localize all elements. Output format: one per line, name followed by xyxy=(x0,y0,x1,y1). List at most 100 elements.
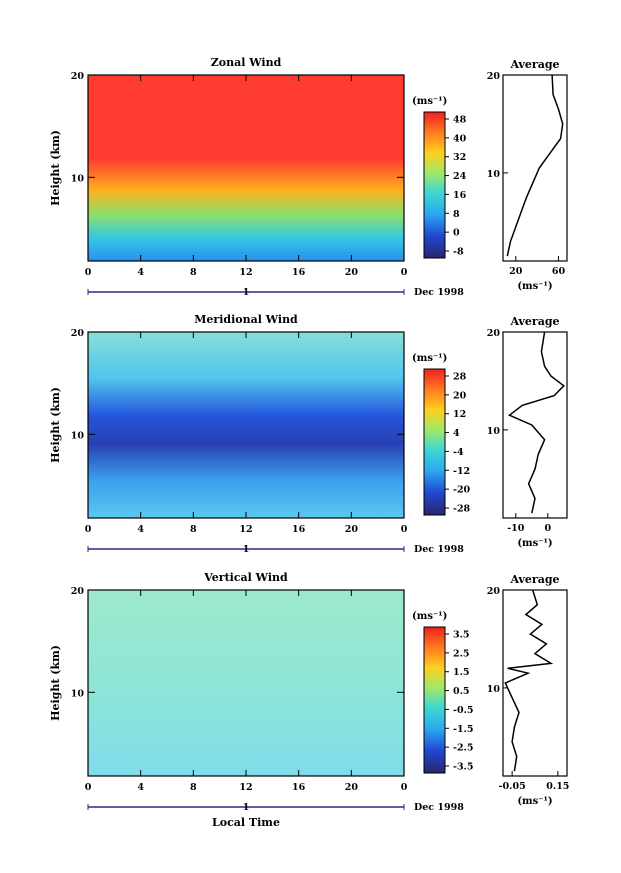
colorbar-unit: (ms⁻¹) xyxy=(412,353,447,364)
profile-title: Average xyxy=(509,58,559,71)
x-tick-label: 16 xyxy=(292,524,306,535)
panel-title: Vertical Wind xyxy=(203,571,288,584)
colorbar-tick-label: -0.5 xyxy=(453,705,473,716)
date-marker: 1 xyxy=(243,287,250,298)
colorbar-tick-label: 3.5 xyxy=(453,630,470,641)
profile-line xyxy=(507,331,565,514)
profile-frame xyxy=(502,74,568,262)
colorbar-tick-label: 32 xyxy=(453,152,466,163)
x-tick-label: 20 xyxy=(345,524,359,535)
profile-unit: (ms⁻¹) xyxy=(517,281,552,292)
y-tick-label: 10 xyxy=(71,173,85,184)
x-tick-label: 16 xyxy=(292,782,306,793)
colorbar-tick-label: -20 xyxy=(453,485,471,496)
x-tick-label: 0 xyxy=(401,267,408,278)
profile-y-tick-label: 20 xyxy=(487,328,501,339)
profile-y-tick-label: 10 xyxy=(487,684,501,695)
x-tick-label: 20 xyxy=(345,782,359,793)
profile-y-tick-label: 20 xyxy=(487,586,501,597)
profile-y-tick-label: 20 xyxy=(487,71,501,82)
x-tick-label: 0 xyxy=(85,782,92,793)
colorbar-tick-label: 8 xyxy=(453,209,460,220)
colorbar-tick-label: -28 xyxy=(453,504,471,515)
wind-panel-3: Vertical Wind 0 4 8 12 16 20 0 20 10 Height (km) 1 D… xyxy=(49,571,569,829)
colorbar-tick-label: -3.5 xyxy=(453,762,473,773)
colorbar-tick-label: 16 xyxy=(453,190,467,201)
profile-x-tick-label: 0 xyxy=(544,523,551,534)
x-tick-label: 12 xyxy=(239,267,252,278)
x-tick-label: 0 xyxy=(85,524,92,535)
x-tick-label: 8 xyxy=(190,524,197,535)
colorbar-tick-label: 20 xyxy=(453,390,467,401)
colorbar-tick-label: 1.5 xyxy=(453,667,470,678)
profile-x-tick-label: 0.15 xyxy=(546,781,569,792)
x-tick-label: 4 xyxy=(137,782,144,793)
colorbar-tick-label: 2.5 xyxy=(453,648,470,659)
colorbar-unit: (ms⁻¹) xyxy=(412,611,447,622)
profile-x-tick-label: -0.05 xyxy=(499,781,526,792)
heatmap-field xyxy=(88,75,404,261)
x-tick-label: 0 xyxy=(401,524,408,535)
profile-unit: (ms⁻¹) xyxy=(517,538,552,549)
x-tick-label: 8 xyxy=(190,267,197,278)
colorbar-tick-label: 28 xyxy=(453,372,467,383)
x-tick-label: 0 xyxy=(85,267,92,278)
panel-title: Meridional Wind xyxy=(194,313,298,326)
colorbar-tick-label: -8 xyxy=(453,247,464,258)
date-marker: 1 xyxy=(243,544,250,555)
colorbar-unit: (ms⁻¹) xyxy=(412,96,447,107)
y-axis-label: Height (km) xyxy=(49,387,62,463)
colorbar-tick-label: 40 xyxy=(453,133,467,144)
y-axis-label: Height (km) xyxy=(49,130,62,206)
profile-x-tick-label: -10 xyxy=(507,523,525,534)
y-tick-label: 10 xyxy=(71,688,85,699)
x-tick-label: 4 xyxy=(137,267,144,278)
x-tick-label: 8 xyxy=(190,782,197,793)
x-tick-label: 0 xyxy=(401,782,408,793)
colorbar-tick-label: 4 xyxy=(453,428,460,439)
x-tick-label: 20 xyxy=(345,267,359,278)
date-label: Dec 1998 xyxy=(414,287,464,298)
colorbar-tick-label: -1.5 xyxy=(453,724,473,735)
y-tick-label: 10 xyxy=(71,430,85,441)
y-tick-label: 20 xyxy=(71,71,85,82)
profile-y-tick-label: 10 xyxy=(487,426,501,437)
profile-title: Average xyxy=(509,315,559,328)
x-tick-label: 4 xyxy=(137,524,144,535)
y-axis-label: Height (km) xyxy=(49,645,62,721)
profile-frame xyxy=(502,331,568,519)
colorbar-tick-label: 24 xyxy=(453,171,467,182)
profile-line xyxy=(504,589,554,772)
heatmap-field xyxy=(88,590,404,776)
colorbar-tick-label: 48 xyxy=(453,115,467,126)
colorbar-tick-label: -4 xyxy=(453,447,464,458)
colorbar-tick-label: -2.5 xyxy=(453,743,473,754)
x-tick-label: 16 xyxy=(292,267,306,278)
colorbar-tick-label: -12 xyxy=(453,466,470,477)
colorbar-tick-label: 12 xyxy=(453,409,466,420)
x-axis-label: Local Time xyxy=(212,816,280,829)
colorbar xyxy=(423,626,446,774)
x-tick-label: 12 xyxy=(239,782,252,793)
panel-title: Zonal Wind xyxy=(211,56,282,69)
colorbar-tick-label: 0 xyxy=(453,228,460,239)
x-tick-label: 12 xyxy=(239,524,252,535)
y-tick-label: 20 xyxy=(71,328,85,339)
colorbar xyxy=(423,111,446,259)
colorbar-tick-label: 0.5 xyxy=(453,686,470,697)
profile-unit: (ms⁻¹) xyxy=(517,796,552,807)
heatmap-field xyxy=(88,332,404,518)
profile-x-tick-label: 20 xyxy=(509,266,523,277)
date-label: Dec 1998 xyxy=(414,544,464,555)
colorbar xyxy=(423,368,446,516)
profile-frame xyxy=(502,589,568,777)
profile-title: Average xyxy=(509,573,559,586)
profile-x-tick-label: 60 xyxy=(552,266,566,277)
y-tick-label: 20 xyxy=(71,586,85,597)
date-label: Dec 1998 xyxy=(414,802,464,813)
date-marker: 1 xyxy=(243,802,250,813)
profile-line xyxy=(506,74,564,257)
